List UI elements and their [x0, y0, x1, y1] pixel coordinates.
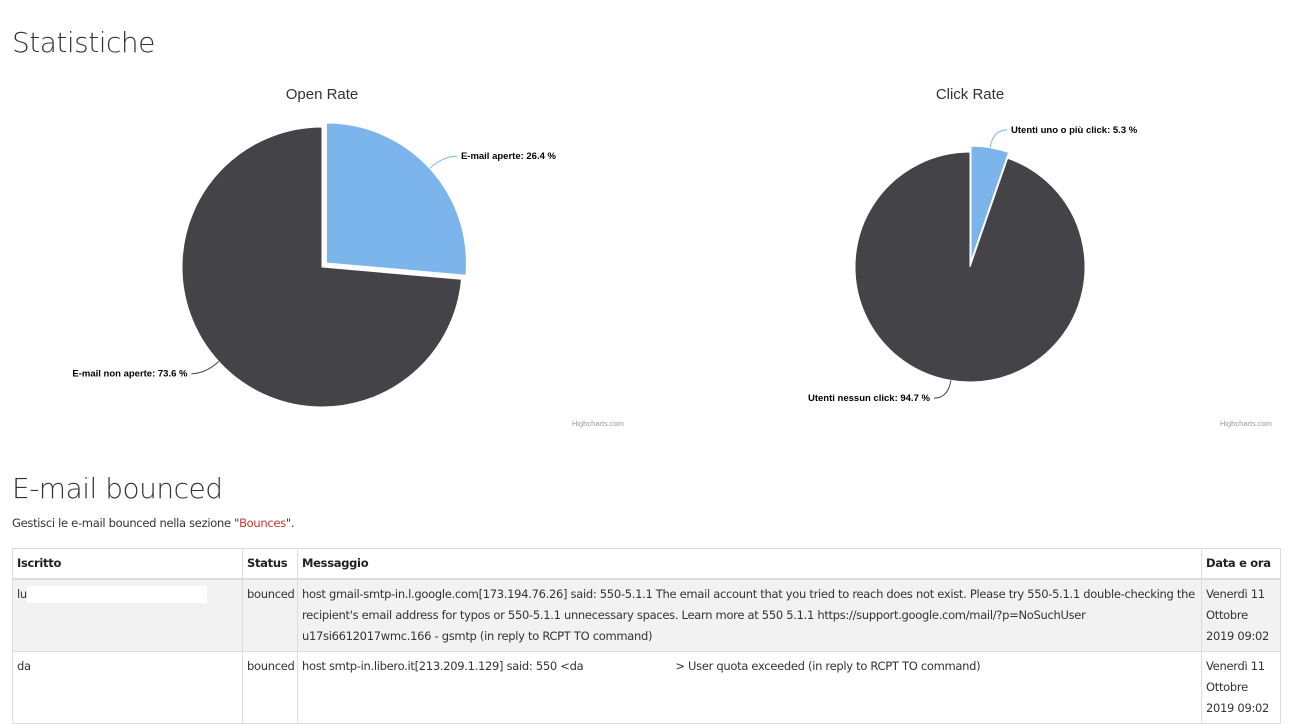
- cell-messaggio: host gmail-smtp-in.l.google.com[173.194.…: [297, 578, 1202, 652]
- header-iscritto[interactable]: Iscritto: [12, 548, 243, 580]
- open-rate-credit[interactable]: Highcharts.com: [572, 419, 624, 428]
- cell-data: Venerdì 11 Ottobre 2019 09:02: [1201, 651, 1281, 724]
- cell-iscritto: da: [12, 651, 243, 724]
- open-rate-connector-non-aperte: [191, 361, 220, 375]
- message-text: host gmail-smtp-in.l.google.com[173.194.…: [302, 587, 1195, 643]
- click-rate-label-nessun-click: Utenti nessun click: 94.7 %: [808, 393, 931, 404]
- message-text: host smtp-in.libero.it[213.209.1.129] sa…: [302, 659, 584, 673]
- cell-status: bounced: [242, 651, 298, 724]
- open-rate-slice-aperte[interactable]: [325, 122, 467, 276]
- subscriber-email: da: [17, 659, 31, 673]
- bounces-link[interactable]: Bounces: [239, 516, 286, 530]
- bounced-table: Iscritto Status Messaggio Data e ora lu …: [12, 548, 1281, 724]
- cell-messaggio: host smtp-in.libero.it[213.209.1.129] sa…: [297, 651, 1202, 724]
- message-text-tail: > User quota exceeded (in reply to RCPT …: [675, 659, 981, 673]
- header-messaggio[interactable]: Messaggio: [297, 548, 1202, 580]
- open-rate-label-aperte: E-mail aperte: 26.4 %: [461, 151, 557, 162]
- open-rate-label-non-aperte: E-mail non aperte: 73.6 %: [72, 369, 188, 380]
- bounced-title: E-mail bounced: [12, 472, 223, 505]
- open-rate-chart: Open Rate E-mail aperte: 26.4 % E-mail n…: [0, 78, 640, 436]
- table-row: da bounced host smtp-in.libero.it[213.20…: [12, 651, 1281, 724]
- click-rate-slice-nessun-click[interactable]: [854, 151, 1086, 383]
- open-rate-slice-non-aperte[interactable]: [181, 126, 463, 408]
- table-row: lu bounced host gmail-smtp-in.l.google.c…: [12, 578, 1281, 652]
- subscriber-email: lu: [17, 587, 27, 601]
- cell-iscritto: lu: [12, 578, 243, 652]
- click-rate-svg: Click Rate Utenti uno o più click: 5.3 %…: [808, 86, 1272, 428]
- cell-status: bounced: [242, 578, 298, 652]
- hint-prefix: Gestisci le e-mail bounced nella sezione…: [12, 516, 240, 530]
- click-rate-connector-nessun-click: [933, 380, 952, 399]
- click-rate-credit[interactable]: Highcharts.com: [1220, 419, 1272, 428]
- click-rate-connector-click: [989, 129, 1008, 148]
- stats-title: Statistiche: [12, 26, 155, 59]
- open-rate-svg: Open Rate E-mail aperte: 26.4 % E-mail n…: [72, 86, 624, 428]
- open-rate-connector-aperte: [429, 155, 457, 169]
- click-rate-title: Click Rate: [936, 86, 1004, 103]
- redacted-block: [583, 658, 676, 675]
- header-data[interactable]: Data e ora: [1201, 548, 1281, 580]
- open-rate-title: Open Rate: [286, 86, 359, 103]
- table-header-row: Iscritto Status Messaggio Data e ora: [12, 548, 1281, 580]
- click-rate-slice-click[interactable]: [970, 145, 1010, 262]
- hint-suffix: ".: [285, 516, 295, 530]
- bounces-hint: Gestisci le e-mail bounced nella sezione…: [12, 516, 295, 530]
- cell-data: Venerdì 11 Ottobre 2019 09:02: [1201, 578, 1281, 652]
- click-rate-chart: Click Rate Utenti uno o più click: 5.3 %…: [648, 78, 1288, 436]
- header-status[interactable]: Status: [242, 548, 298, 580]
- click-rate-label-click: Utenti uno o più click: 5.3 %: [1011, 125, 1138, 136]
- redacted-block: [26, 586, 207, 603]
